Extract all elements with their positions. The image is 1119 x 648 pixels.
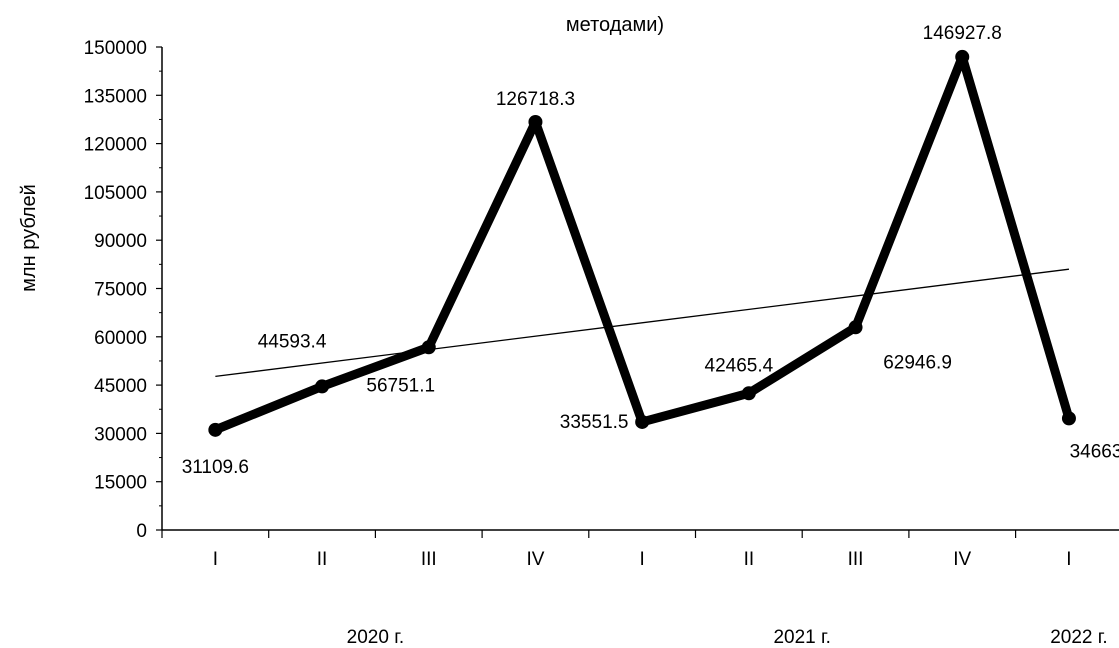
data-label: 56751.1	[366, 375, 435, 396]
data-label: 31109.6	[182, 457, 249, 478]
y-tick-label: 0	[136, 521, 147, 542]
data-point	[955, 49, 970, 64]
data-point	[315, 379, 330, 394]
series-line	[210, 52, 1074, 435]
data-label: 44593.4	[258, 331, 327, 352]
y-axis: 0 15000 30000 45000 60000 75000 90000 105000 120…	[84, 38, 163, 542]
y-tick-label: 75000	[94, 280, 147, 301]
data-label: 33551.5	[560, 412, 629, 433]
data-label: 126718.3	[496, 89, 575, 110]
trendline-line	[215, 268, 1070, 378]
data-label: 42465.4	[705, 355, 774, 376]
y-tick-label: 45000	[94, 376, 147, 397]
x-tick-label: IV	[953, 549, 971, 570]
data-label: 146927.8	[923, 23, 1002, 44]
y-tick-label: 150000	[84, 38, 147, 59]
trendline	[215, 268, 1070, 378]
x-group-label: 2022 г.	[1050, 627, 1107, 648]
y-tick-label: 30000	[94, 424, 147, 445]
x-tick-label: IV	[526, 549, 544, 570]
y-tick-label: 135000	[84, 86, 147, 107]
x-tick-label: I	[1066, 549, 1071, 570]
series	[208, 49, 1076, 437]
y-tick-label: 105000	[84, 183, 147, 204]
data-point	[848, 320, 863, 335]
x-group-label: 2021 г.	[773, 627, 830, 648]
y-tick-label: 120000	[84, 135, 147, 156]
data-point	[635, 414, 650, 429]
data-point	[1061, 411, 1076, 426]
data-point	[208, 422, 223, 437]
data-label: 62946.9	[883, 352, 952, 373]
data-point	[741, 386, 756, 401]
data-point	[421, 340, 436, 355]
x-tick-label: III	[848, 549, 864, 570]
x-tick-label: I	[213, 549, 218, 570]
x-tick-label: II	[317, 549, 328, 570]
x-group-label: 2020 г.	[347, 627, 404, 648]
chart-title: методами)	[566, 14, 664, 36]
y-tick-label: 90000	[94, 231, 147, 252]
x-tick-label: I	[640, 549, 645, 570]
x-tick-label: III	[421, 549, 437, 570]
y-axis-label: млн рублей	[18, 184, 40, 292]
data-label: 34663.4	[1070, 441, 1119, 462]
x-tick-label: II	[744, 549, 755, 570]
y-tick-label: 15000	[94, 473, 147, 494]
data-labels: 31109.6 44593.4 56751.1 126718.3 33551.5 4246…	[182, 23, 1119, 478]
data-point	[528, 114, 543, 129]
y-tick-label: 60000	[94, 328, 147, 349]
